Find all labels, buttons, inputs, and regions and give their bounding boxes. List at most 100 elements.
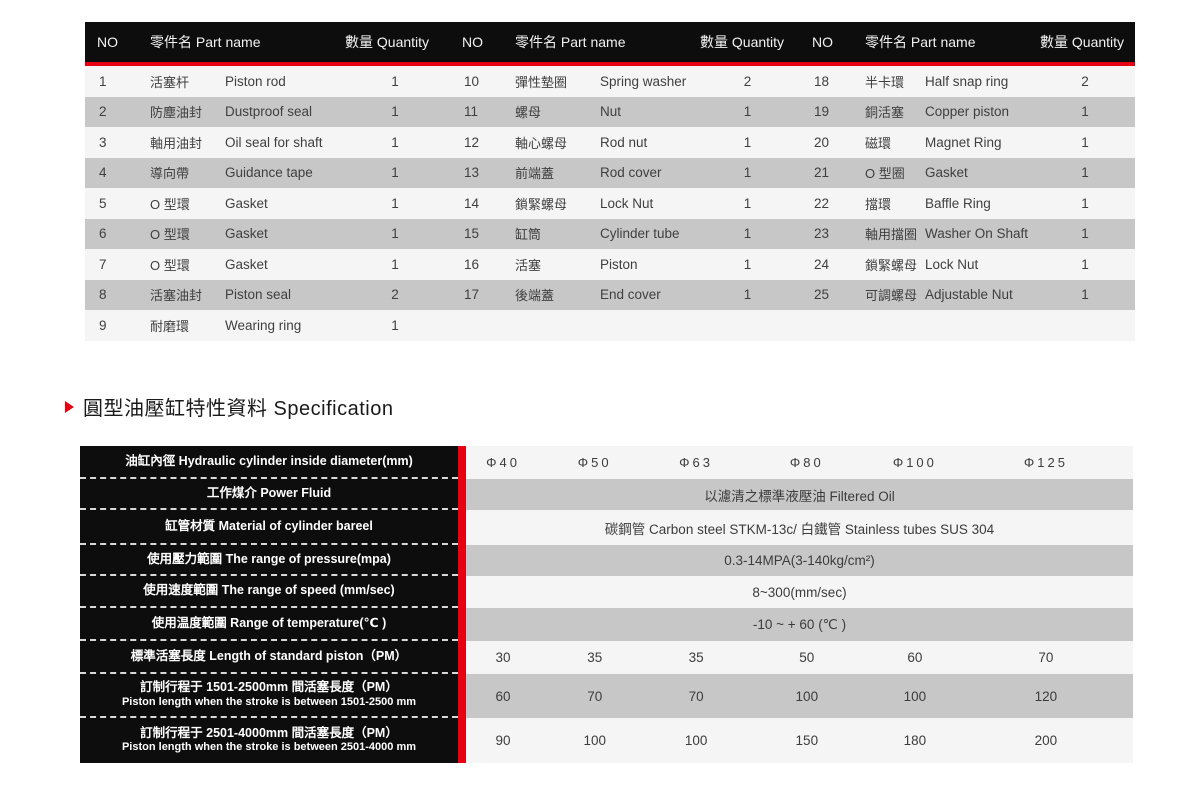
part-quantity: 2 xyxy=(391,287,399,303)
red-divider-bar xyxy=(458,446,466,479)
spec-label: 標準活塞長度 Length of standard piston（PM） xyxy=(80,641,458,674)
spec-value: 35 xyxy=(587,650,603,665)
part-name-en: Oil seal for shaft xyxy=(225,134,323,150)
part-name-en: Adjustable Nut xyxy=(925,287,1013,303)
part-name-cn: O 型圈 xyxy=(865,166,905,182)
part-quantity: 1 xyxy=(1081,104,1089,120)
red-divider-bar xyxy=(458,641,466,674)
part-name-en: Spring washer xyxy=(600,73,687,89)
part-name-cn: 活塞油封 xyxy=(150,288,203,304)
spec-label: 訂制行程于 1501-2500mm 間活塞長度（PM） Piston lengt… xyxy=(80,674,458,718)
part-no: 20 xyxy=(814,134,830,150)
spec-row-standard-piston: 標準活塞長度 Length of standard piston（PM） 30 … xyxy=(80,641,1133,674)
spec-value: 100 xyxy=(684,733,708,748)
spec-label-text: 油缸內徑 Hydraulic cylinder inside diameter(… xyxy=(125,453,413,468)
part-quantity: 1 xyxy=(1081,287,1089,303)
part-name-cn: 活塞杆 xyxy=(150,74,190,90)
part-no: 9 xyxy=(99,317,107,333)
part-name-cn: 軸心螺母 xyxy=(515,135,568,151)
part-quantity: 1 xyxy=(1081,256,1089,272)
header-no-1: NO xyxy=(97,34,118,50)
part-quantity: 1 xyxy=(1081,226,1089,242)
header-part-name-3: 零件名 Part name xyxy=(865,34,976,50)
part-name-cn: 擋環 xyxy=(865,196,892,212)
part-quantity: 1 xyxy=(743,104,752,120)
parts-table-body: 1 活塞杆 Piston rod 1 10 彈性墊圈 Spring washer… xyxy=(85,66,1135,341)
red-divider-bar xyxy=(458,718,466,763)
spec-value: Φ125 xyxy=(1023,455,1068,470)
table-row: 3 軸用油封 Oil seal for shaft 1 12 軸心螺母 Rod … xyxy=(85,127,1135,158)
spec-value: 60 xyxy=(495,688,511,704)
part-name-cn: 軸用擋圈 xyxy=(865,227,918,243)
part-name-en: Rod cover xyxy=(600,165,662,181)
part-name-en: Piston rod xyxy=(225,73,286,89)
part-quantity: 1 xyxy=(743,195,752,211)
spec-value: Φ63 xyxy=(679,455,714,470)
part-name-en: Gasket xyxy=(225,256,268,272)
spec-value: 50 xyxy=(799,650,815,665)
spec-label-text: 缸管材質 Material of cylinder bareel xyxy=(165,518,373,533)
part-no: 18 xyxy=(814,73,830,89)
part-no: 4 xyxy=(99,165,107,181)
part-name-cn: 鎖緊螺母 xyxy=(865,257,918,273)
red-divider-bar xyxy=(458,479,466,510)
red-divider-bar xyxy=(458,510,466,545)
spec-values: 60 70 70 100 100 120 xyxy=(466,689,1133,704)
spec-label: 工作煤介 Power Fluid xyxy=(80,479,458,510)
spec-value: 35 xyxy=(688,650,704,665)
part-no: 10 xyxy=(464,73,480,89)
spec-row-stroke-2501-4000: 訂制行程于 2501-4000mm 間活塞長度（PM） Piston lengt… xyxy=(80,718,1133,763)
spec-value: 30 xyxy=(495,650,511,665)
parts-table-header: NO 零件名 Part name 數量 Quantity NO 零件名 Part… xyxy=(85,22,1135,66)
part-name-en: Copper piston xyxy=(925,104,1010,120)
red-divider-bar xyxy=(458,674,466,718)
spec-value: Φ80 xyxy=(789,455,824,470)
spec-label-text: 使用壓力範圍 The range of pressure(mpa) xyxy=(147,551,391,566)
part-quantity: 1 xyxy=(743,134,752,150)
header-quantity-2: 數量 Quantity xyxy=(700,34,785,50)
header-no-3: NO xyxy=(812,34,833,50)
part-quantity: 1 xyxy=(743,165,752,181)
part-name-en: End cover xyxy=(600,287,661,303)
part-name-en: Gasket xyxy=(225,195,268,211)
part-no: 12 xyxy=(464,134,480,150)
part-name-cn: 前端蓋 xyxy=(515,166,555,182)
part-quantity: 1 xyxy=(391,256,399,272)
spec-row-temperature: 使用温度範圍 Range of temperature(℃ ) -10 ~ + … xyxy=(80,608,1133,641)
part-quantity: 1 xyxy=(1081,195,1089,211)
spec-value: 100 xyxy=(903,688,927,704)
spec-span-value: 碳鋼管 Carbon steel STKM-13c/ 白鐵管 Stainless… xyxy=(604,521,995,537)
spec-value: Φ100 xyxy=(892,455,937,470)
part-no: 13 xyxy=(464,165,480,181)
part-name-en: Lock Nut xyxy=(925,256,979,272)
part-name-en: Gasket xyxy=(925,165,968,181)
part-quantity: 1 xyxy=(391,317,399,333)
part-name-cn: 導向帶 xyxy=(150,166,190,182)
spec-value: 150 xyxy=(795,733,819,748)
part-name-en: Rod nut xyxy=(600,134,648,150)
part-name-en: Nut xyxy=(600,104,622,120)
part-no: 7 xyxy=(99,256,107,272)
spec-row-diameter: 油缸內徑 Hydraulic cylinder inside diameter(… xyxy=(80,446,1133,479)
part-no: 25 xyxy=(814,287,830,303)
part-quantity: 1 xyxy=(743,256,752,272)
part-name-cn: 銅活塞 xyxy=(865,105,905,121)
parts-table: NO 零件名 Part name 數量 Quantity NO 零件名 Part… xyxy=(85,22,1135,341)
part-no: 11 xyxy=(464,104,479,120)
part-name-cn: 耐磨環 xyxy=(150,318,190,334)
spec-label: 缸管材質 Material of cylinder bareel xyxy=(80,510,458,545)
part-no: 2 xyxy=(99,104,107,120)
spec-label: 使用温度範圍 Range of temperature(℃ ) xyxy=(80,608,458,641)
part-name-en: Magnet Ring xyxy=(925,134,1002,150)
spec-span-value: 8~300(mm/sec) xyxy=(752,584,847,600)
part-quantity: 1 xyxy=(743,226,752,242)
spec-row-speed: 使用速度範圍 The range of speed (mm/sec) 8~300… xyxy=(80,576,1133,608)
table-row: 2 防塵油封 Dustproof seal 1 11 螺母 Nut 1 19 銅… xyxy=(85,96,1135,127)
spec-label: 使用壓力範圍 The range of pressure(mpa) xyxy=(80,545,458,576)
red-divider-bar xyxy=(458,608,466,641)
spec-label-text: 工作煤介 Power Fluid xyxy=(206,485,332,500)
part-no: 5 xyxy=(99,195,107,211)
spec-values: Φ40 Φ50 Φ63 Φ80 Φ100 Φ125 xyxy=(466,455,1133,470)
part-no: 3 xyxy=(99,134,107,150)
part-name-cn: 半卡環 xyxy=(865,74,905,90)
